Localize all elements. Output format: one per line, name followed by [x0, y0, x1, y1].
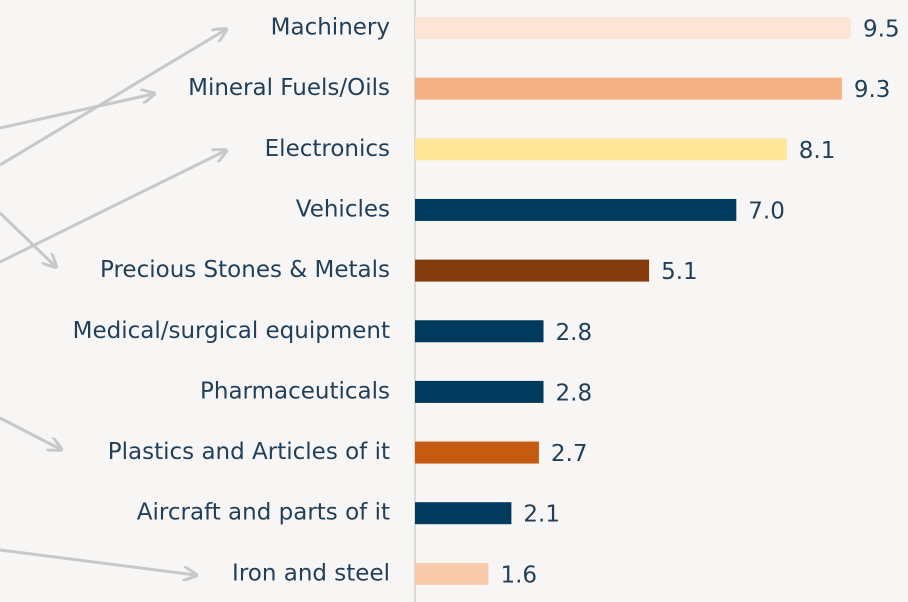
value-label: 2.8	[556, 320, 593, 346]
bar	[415, 320, 544, 343]
bar	[415, 259, 650, 282]
arrow	[0, 30, 225, 167]
bar	[415, 441, 539, 464]
value-label: 9.5	[863, 17, 900, 43]
category-label: Machinery	[271, 15, 390, 41]
arrow	[0, 151, 225, 264]
category-label: Plastics and Articles of it	[108, 439, 390, 465]
category-label: Medical/surgical equipment	[73, 318, 390, 344]
value-label: 2.8	[556, 380, 593, 406]
bar	[415, 198, 737, 221]
arrow	[0, 548, 195, 575]
value-label: 2.1	[523, 502, 560, 528]
arrow	[0, 94, 153, 130]
value-label: 2.7	[551, 441, 588, 467]
category-label: Mineral Fuels/Oils	[188, 75, 390, 101]
value-label: 9.3	[854, 77, 891, 103]
bar	[415, 138, 787, 161]
value-label: 7.0	[748, 198, 785, 224]
category-label: Vehicles	[296, 196, 390, 222]
bar	[415, 502, 512, 525]
bar	[415, 17, 852, 39]
arrow	[0, 416, 60, 449]
category-label: Iron and steel	[232, 560, 390, 586]
bar	[415, 562, 489, 585]
arrows	[0, 30, 225, 575]
value-label: 1.6	[500, 562, 537, 588]
bar	[415, 77, 842, 100]
bar	[415, 380, 544, 403]
arrow	[0, 211, 55, 266]
category-label: Precious Stones & Metals	[100, 257, 390, 283]
category-label: Aircraft and parts of it	[137, 500, 390, 526]
category-label: Pharmaceuticals	[200, 378, 390, 404]
value-label: 8.1	[799, 138, 836, 164]
value-label: 5.1	[661, 259, 698, 285]
category-label: Electronics	[265, 136, 390, 162]
